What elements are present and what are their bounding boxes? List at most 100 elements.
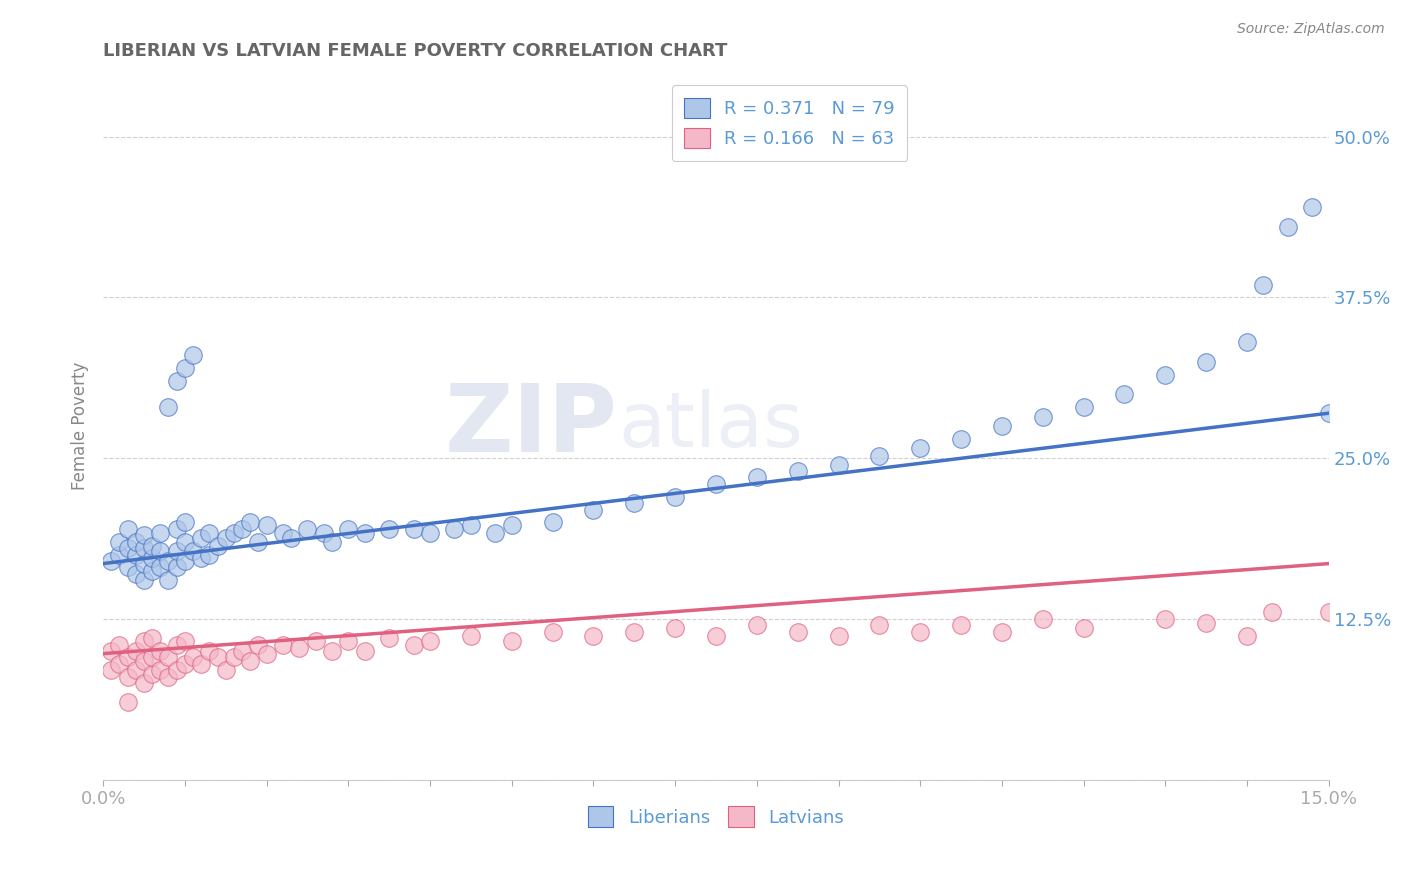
Point: [173, 554, 195, 568]
Point: [247, 534, 270, 549]
Point: [141, 667, 163, 681]
Point: [181, 543, 204, 558]
Point: [1154, 368, 1177, 382]
Point: [337, 633, 360, 648]
Point: [378, 631, 401, 645]
Point: [1317, 406, 1340, 420]
Point: [337, 522, 360, 536]
Point: [256, 647, 278, 661]
Point: [166, 374, 188, 388]
Point: [1301, 201, 1323, 215]
Point: [157, 670, 180, 684]
Point: [173, 534, 195, 549]
Point: [1253, 277, 1275, 292]
Point: [271, 638, 294, 652]
Text: LIBERIAN VS LATVIAN FEMALE POVERTY CORRELATION CHART: LIBERIAN VS LATVIAN FEMALE POVERTY CORRE…: [103, 42, 727, 60]
Point: [166, 638, 188, 652]
Point: [132, 654, 155, 668]
Point: [157, 554, 180, 568]
Point: [117, 670, 139, 684]
Point: [190, 551, 212, 566]
Point: [149, 525, 172, 540]
Point: [1195, 615, 1218, 630]
Point: [222, 650, 245, 665]
Point: [141, 551, 163, 566]
Point: [198, 525, 221, 540]
Y-axis label: Female Poverty: Female Poverty: [72, 362, 89, 491]
Point: [157, 400, 180, 414]
Point: [149, 543, 172, 558]
Point: [402, 522, 425, 536]
Point: [207, 650, 229, 665]
Point: [157, 574, 180, 588]
Point: [132, 633, 155, 648]
Point: [125, 548, 148, 562]
Point: [1114, 387, 1136, 401]
Point: [231, 522, 253, 536]
Point: [132, 541, 155, 556]
Point: [1154, 612, 1177, 626]
Point: [1277, 219, 1299, 234]
Point: [108, 657, 131, 671]
Text: atlas: atlas: [617, 389, 803, 463]
Point: [190, 531, 212, 545]
Text: ZIP: ZIP: [446, 380, 617, 472]
Text: Source: ZipAtlas.com: Source: ZipAtlas.com: [1237, 22, 1385, 37]
Point: [704, 476, 727, 491]
Point: [582, 629, 605, 643]
Point: [247, 638, 270, 652]
Point: [443, 522, 465, 536]
Point: [868, 618, 890, 632]
Point: [704, 629, 727, 643]
Point: [207, 539, 229, 553]
Point: [149, 663, 172, 677]
Point: [100, 554, 122, 568]
Point: [402, 638, 425, 652]
Point: [117, 650, 139, 665]
Point: [280, 531, 302, 545]
Point: [117, 541, 139, 556]
Point: [353, 525, 375, 540]
Point: [312, 525, 335, 540]
Legend: Liberians, Latvians: Liberians, Latvians: [581, 799, 851, 834]
Point: [460, 629, 482, 643]
Point: [501, 518, 523, 533]
Point: [117, 522, 139, 536]
Point: [419, 525, 441, 540]
Point: [623, 496, 645, 510]
Point: [222, 525, 245, 540]
Point: [125, 663, 148, 677]
Point: [239, 516, 262, 530]
Point: [215, 663, 238, 677]
Point: [745, 618, 768, 632]
Point: [1073, 400, 1095, 414]
Point: [173, 516, 195, 530]
Point: [321, 644, 343, 658]
Point: [141, 539, 163, 553]
Point: [149, 644, 172, 658]
Point: [950, 432, 973, 446]
Point: [108, 638, 131, 652]
Point: [304, 633, 326, 648]
Point: [173, 633, 195, 648]
Point: [271, 525, 294, 540]
Point: [125, 566, 148, 581]
Point: [166, 522, 188, 536]
Point: [288, 641, 311, 656]
Point: [460, 518, 482, 533]
Point: [181, 650, 204, 665]
Point: [141, 650, 163, 665]
Point: [166, 663, 188, 677]
Point: [623, 624, 645, 639]
Point: [108, 548, 131, 562]
Point: [166, 560, 188, 574]
Point: [100, 644, 122, 658]
Point: [297, 522, 319, 536]
Point: [100, 663, 122, 677]
Point: [198, 548, 221, 562]
Point: [786, 464, 808, 478]
Point: [125, 534, 148, 549]
Point: [117, 696, 139, 710]
Point: [321, 534, 343, 549]
Point: [786, 624, 808, 639]
